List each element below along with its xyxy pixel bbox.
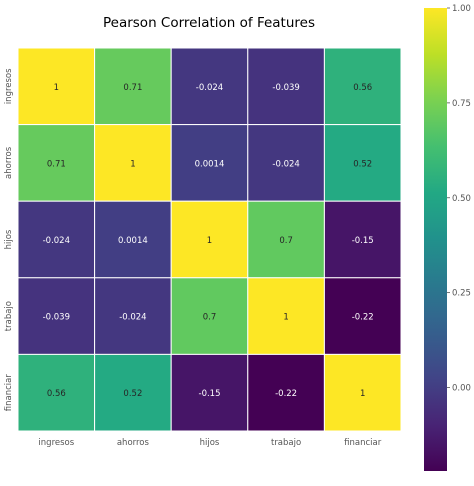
cell-value-label: 0.71 <box>123 83 142 93</box>
cell-value-label: 0.0014 <box>118 236 148 246</box>
heatmap-cell <box>94 47 172 126</box>
cell-value-label: 0.71 <box>47 159 66 169</box>
colorbar-tick-label: 0.25 <box>452 289 471 299</box>
heatmap-cell <box>170 124 249 202</box>
cell-value-label: 1 <box>54 83 59 93</box>
y-tick-label: financiar <box>4 374 14 412</box>
x-tick-label: ahorros <box>117 438 150 448</box>
colorbar-ticks: 1.00 0.75 0.50 0.25 0.00 <box>447 4 471 394</box>
cell-value-label: 1 <box>283 313 288 323</box>
cell-value-label: -0.22 <box>352 313 374 323</box>
cell-value-label: 1 <box>207 236 212 246</box>
cell-value-label: -0.024 <box>272 159 299 169</box>
heatmap-cell <box>94 277 172 355</box>
heatmap-cell <box>323 124 402 202</box>
colorbar-tick-label: 0.75 <box>452 99 471 109</box>
colorbar <box>424 8 447 471</box>
heatmap-cell <box>323 277 402 355</box>
cell-value-label: 0.7 <box>203 313 217 323</box>
heatmap-cell <box>247 277 325 355</box>
chart-title: Pearson Correlation of Features <box>103 15 315 31</box>
cell-value-label: 0.52 <box>123 389 142 399</box>
x-tick-label: financiar <box>344 438 382 448</box>
cell-value-label: 0.7 <box>279 236 293 246</box>
cell-value-label: -0.15 <box>199 389 221 399</box>
x-tick-label: hijos <box>200 438 220 448</box>
cell-labels: 1 0.71 -0.024 -0.039 0.560.71 1 0.0014 -0.024 0.… <box>43 83 374 399</box>
cell-value-label: -0.024 <box>196 83 223 93</box>
heatmap-cell <box>17 124 96 202</box>
cell-value-label: 1 <box>130 159 135 169</box>
y-tick-label: hijos <box>4 229 14 249</box>
cell-value-label: 0.56 <box>353 83 372 93</box>
cell-value-label: 0.0014 <box>195 159 225 169</box>
heatmap-cell <box>323 47 402 126</box>
heatmap-cell <box>323 353 402 432</box>
y-tick-label: trabajo <box>4 301 14 331</box>
heatmap-cell <box>170 353 249 432</box>
y-tick-labels: ingresos ahorros hijos trabajo financiar <box>4 68 14 411</box>
y-tick-label: ahorros <box>4 146 14 179</box>
colorbar-tick-label: 0.50 <box>452 194 471 204</box>
heatmap-cell <box>94 200 172 279</box>
cell-value-label: 0.56 <box>47 389 66 399</box>
x-tick-labels: ingresos ahorros hijos trabajo financiar <box>38 438 381 448</box>
heatmap-cell <box>94 353 172 432</box>
colorbar-tick-label: 1.00 <box>452 4 471 14</box>
heatmap-cell <box>17 47 96 126</box>
heatmap-cell <box>247 200 325 279</box>
cell-value-label: -0.22 <box>275 389 297 399</box>
heatmap-cells <box>17 47 402 432</box>
y-tick-label: ingresos <box>4 68 14 104</box>
x-tick-label: ingresos <box>38 438 74 448</box>
cell-value-label: -0.039 <box>43 313 70 323</box>
cell-value-label: -0.024 <box>43 236 70 246</box>
heatmap-cell <box>170 200 249 279</box>
cell-value-label: 1 <box>360 389 365 399</box>
cell-value-label: 0.52 <box>353 159 372 169</box>
heatmap-cell <box>323 200 402 279</box>
heatmap-cell <box>17 353 96 432</box>
colorbar-tick-label: 0.00 <box>452 384 471 394</box>
heatmap-cell <box>170 47 249 126</box>
x-tick-label: trabajo <box>271 438 301 448</box>
cell-value-label: -0.039 <box>272 83 299 93</box>
heatmap-cell <box>17 277 96 355</box>
cell-value-label: -0.15 <box>352 236 374 246</box>
heatmap-cell <box>247 47 325 126</box>
cell-value-label: -0.024 <box>119 313 146 323</box>
heatmap-cell <box>170 277 249 355</box>
